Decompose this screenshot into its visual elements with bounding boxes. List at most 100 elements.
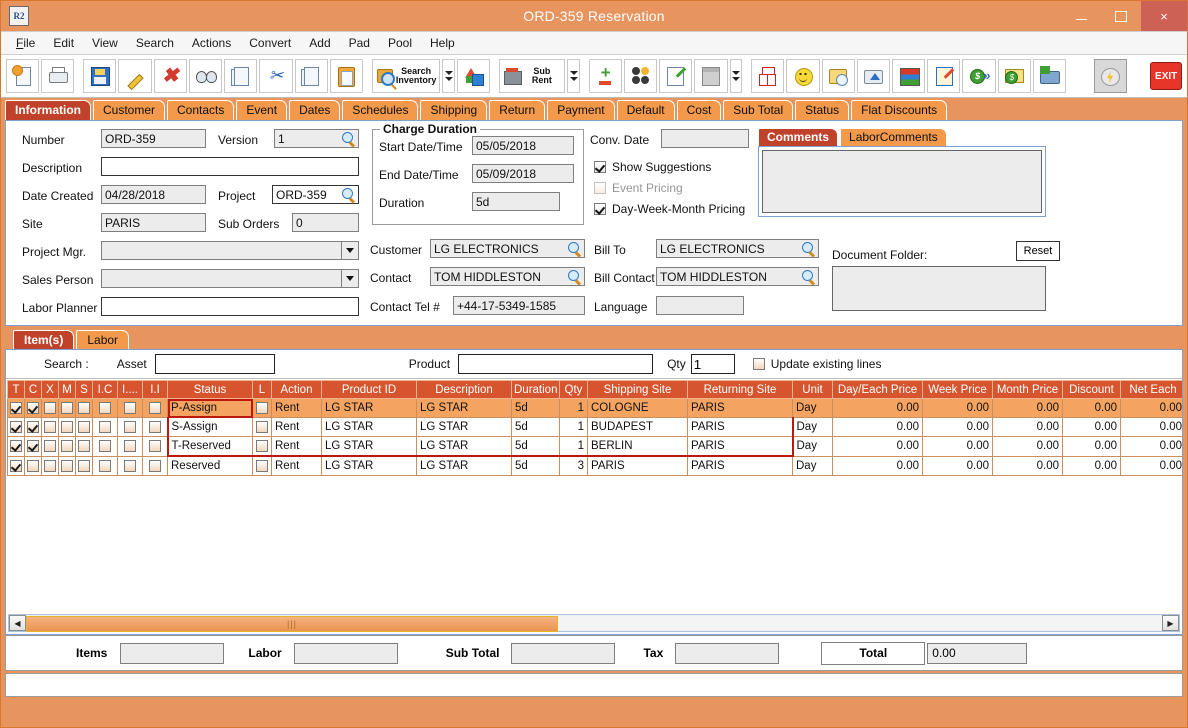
cell-c[interactable] [24, 455, 42, 476]
cell-i4[interactable] [117, 455, 143, 476]
tab-flat-discounts[interactable]: Flat Discounts [851, 100, 948, 120]
row-checkbox-c[interactable] [27, 459, 39, 472]
cell-description[interactable]: LG STAR [416, 398, 512, 418]
delete-button[interactable]: ✖ [153, 59, 187, 93]
cell-c[interactable] [24, 417, 42, 437]
row-checkbox-m[interactable] [61, 401, 73, 414]
cell-week-price[interactable]: 0.00 [922, 417, 993, 437]
cell-month-price[interactable]: 0.00 [992, 455, 1063, 476]
cell-duration[interactable]: 5d [511, 436, 560, 457]
calendar-dropdown[interactable] [729, 59, 743, 93]
row-checkbox-s[interactable] [78, 401, 90, 414]
col-s[interactable]: S [75, 380, 93, 399]
cell-ii[interactable] [142, 398, 168, 418]
row-checkbox-i4[interactable] [124, 401, 136, 414]
cell-action[interactable]: Rent [271, 417, 322, 437]
event-pricing-checkbox[interactable] [594, 182, 606, 194]
exit-button[interactable]: EXIT [1150, 60, 1183, 92]
menu-item-pad[interactable]: Pad [348, 36, 370, 50]
cell-qty[interactable]: 1 [559, 417, 588, 437]
description-field[interactable] [101, 157, 359, 176]
cell-month-price[interactable]: 0.00 [992, 398, 1063, 418]
new-button[interactable] [6, 59, 40, 93]
row-checkbox-m[interactable] [61, 459, 73, 472]
cell-discount[interactable]: 0.00 [1062, 455, 1121, 476]
cell-unit[interactable]: Day [792, 436, 833, 457]
contact-search-icon[interactable] [567, 269, 582, 284]
cell-ic[interactable] [92, 417, 118, 437]
menu-item-edit[interactable]: Edit [53, 36, 75, 50]
cell-shipping-site[interactable]: BERLIN [587, 436, 688, 457]
version-search-icon[interactable] [341, 131, 356, 146]
cell-duration[interactable]: 5d [511, 417, 560, 437]
copy-button[interactable] [294, 59, 328, 93]
row-checkbox-ic[interactable] [99, 459, 111, 472]
row-checkbox-t[interactable] [10, 440, 22, 453]
tab-status[interactable]: Status [795, 100, 850, 120]
row-checkbox-l[interactable] [256, 439, 268, 452]
notes-button[interactable] [659, 59, 693, 93]
row-checkbox-ii[interactable] [149, 459, 161, 472]
contact-field[interactable]: TOM HIDDLESTON [430, 267, 585, 286]
status-button[interactable] [786, 59, 820, 93]
menu-item-view[interactable]: View [92, 36, 118, 50]
cell-l[interactable] [252, 436, 272, 457]
cell-l[interactable] [252, 398, 272, 418]
tab-payment[interactable]: Payment [547, 100, 615, 120]
cell-day-price[interactable]: 0.00 [832, 455, 923, 476]
cell-returning-site[interactable]: PARIS [687, 398, 793, 418]
tab-comments[interactable]: Comments [758, 128, 839, 146]
tab-event[interactable]: Event [236, 100, 288, 120]
cell-returning-site[interactable]: PARIS [687, 455, 793, 476]
cell-status[interactable]: T-Reserved [166, 436, 253, 457]
menu-item-add[interactable]: Add [309, 36, 331, 50]
row-checkbox-c[interactable] [27, 440, 39, 453]
invoice-button[interactable]: $ [997, 59, 1031, 93]
bill-contact-search-icon[interactable] [801, 269, 816, 284]
cell-action[interactable]: Rent [271, 398, 322, 418]
row-checkbox-t[interactable] [10, 401, 22, 414]
cell-day-price[interactable]: 0.00 [832, 398, 923, 418]
product-search-input[interactable] [458, 354, 654, 374]
customer-search-icon[interactable] [567, 241, 582, 256]
conv-date-field[interactable] [661, 129, 749, 148]
cell-description[interactable]: LG STAR [416, 455, 512, 476]
cell-qty[interactable]: 1 [559, 436, 588, 457]
event-pricing-row[interactable]: Event Pricing [594, 181, 683, 195]
document-folder-field[interactable] [832, 266, 1046, 311]
row-checkbox-l[interactable] [256, 420, 268, 433]
minimize-button[interactable] [1061, 1, 1101, 31]
cell-m[interactable] [58, 417, 76, 437]
row-checkbox-s[interactable] [78, 459, 90, 472]
tab-information[interactable]: Information [5, 100, 91, 120]
cell-t[interactable] [7, 417, 25, 437]
duration-field[interactable]: 5d [472, 192, 560, 211]
cell-i4[interactable] [117, 417, 143, 437]
cell-action[interactable]: Rent [271, 436, 322, 457]
row-checkbox-ic[interactable] [99, 420, 111, 433]
contact-tel-field[interactable]: +44-17-5349-1585 [453, 296, 585, 315]
menu-item-file[interactable]: File [16, 36, 36, 50]
search-inventory-dropdown[interactable] [442, 59, 456, 93]
project-mgr-combo[interactable] [101, 241, 359, 260]
add-remove-button[interactable]: + [588, 59, 622, 93]
scroll-track[interactable]: ||| [26, 616, 1162, 632]
tab-contacts[interactable]: Contacts [167, 100, 235, 120]
cell-product-id[interactable]: LG STAR [321, 455, 417, 476]
tab-labor-comments[interactable]: LaborComments [840, 128, 947, 146]
allocation-button[interactable] [623, 59, 658, 93]
row-checkbox-ic[interactable] [99, 440, 111, 453]
show-suggestions-checkbox[interactable] [594, 161, 606, 173]
cell-duration[interactable]: 5d [511, 455, 560, 476]
cell-m[interactable] [58, 455, 76, 476]
dwm-pricing-row[interactable]: Day-Week-Month Pricing [594, 202, 745, 216]
sales-person-dropdown-button[interactable] [342, 269, 359, 288]
row-checkbox-t[interactable] [10, 420, 22, 433]
table-row[interactable]: P-Assign Rent LG STAR LG STAR 5d 1 COLOG… [7, 398, 1182, 418]
cell-x[interactable] [41, 436, 59, 457]
tab-customer[interactable]: Customer [93, 100, 166, 120]
menu-item-pool[interactable]: Pool [387, 36, 413, 50]
number-field[interactable]: ORD-359 [101, 129, 206, 148]
cell-i4[interactable] [117, 436, 143, 457]
edit-line-button[interactable] [224, 59, 258, 93]
